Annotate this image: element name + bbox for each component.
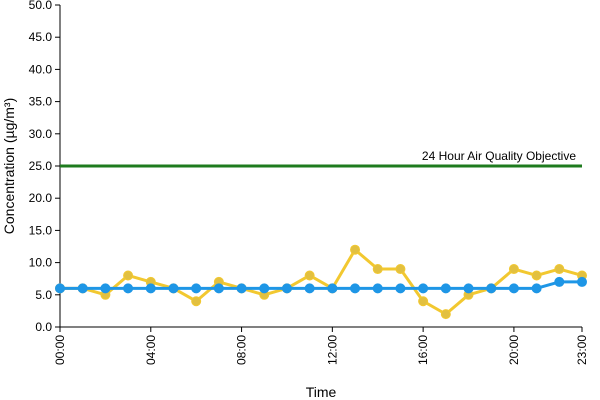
- series-2-point: [191, 283, 202, 294]
- x-tick-label: 20:00: [507, 335, 521, 365]
- x-axis-ticks: 00:00 04:00 08:00 12:00 16:00 20:00 23:00: [53, 327, 589, 365]
- series-2-point: [281, 283, 292, 294]
- series-2-point: [259, 283, 270, 294]
- series-1-point: [350, 244, 361, 255]
- series-1-point: [395, 264, 406, 275]
- series-2-point: [145, 283, 156, 294]
- series-2-point: [577, 276, 587, 287]
- reference-lines: 24 Hour Air Quality Objective: [60, 149, 582, 168]
- series-2-point: [55, 283, 65, 294]
- series-2-point: [440, 283, 451, 294]
- series-2-point: [168, 283, 179, 294]
- series-1-point: [440, 309, 451, 320]
- series-2-point: [554, 276, 565, 287]
- y-tick-label: 40.0: [29, 62, 53, 76]
- series-2-point: [77, 283, 88, 294]
- series-1-point: [304, 270, 315, 281]
- series-2: [55, 276, 587, 294]
- y-axis-ticks: 0.0 5.0 10.0 15.0 20.0 25.0 30.0 35.0 40.0 45.0 50…: [29, 0, 60, 334]
- y-tick-label: 0.0: [35, 320, 52, 334]
- series-layer: [55, 244, 587, 320]
- x-tick-label: 04:00: [144, 335, 158, 365]
- series-1-point: [531, 270, 542, 281]
- y-tick-label: 20.0: [29, 191, 53, 205]
- series-2-point: [418, 283, 429, 294]
- series-2-point: [327, 283, 338, 294]
- x-tick-label: 23:00: [575, 335, 589, 365]
- y-tick-label: 45.0: [29, 30, 53, 44]
- series-1-point: [191, 296, 202, 307]
- series-1-point: [508, 264, 519, 275]
- y-tick-label: 25.0: [29, 159, 53, 173]
- x-tick-label: 08:00: [235, 335, 249, 365]
- series-2-point: [236, 283, 247, 294]
- y-tick-label: 5.0: [35, 288, 52, 302]
- series-2-point: [372, 283, 383, 294]
- series-1-point: [123, 270, 134, 281]
- x-tick-label: 12:00: [325, 335, 339, 365]
- series-1-line: [60, 248, 583, 316]
- series-2-point: [486, 283, 497, 294]
- series-1: [55, 244, 587, 320]
- y-tick-label: 10.0: [29, 256, 53, 270]
- series-2-point: [123, 283, 134, 294]
- x-tick-label: 16:00: [416, 335, 430, 365]
- series-1-point: [418, 296, 429, 307]
- y-tick-label: 50.0: [29, 0, 53, 12]
- y-tick-label: 15.0: [29, 223, 53, 237]
- air-quality-objective-label: 24 Hour Air Quality Objective: [422, 149, 576, 163]
- series-1-point: [372, 264, 383, 275]
- series-2-point: [350, 283, 361, 294]
- series-1-point: [554, 264, 565, 275]
- series-2-point: [531, 283, 542, 294]
- y-tick-label: 30.0: [29, 127, 53, 141]
- y-axis-title: Concentration (µg/m³): [1, 98, 17, 234]
- series-2-point: [304, 283, 315, 294]
- series-2-point: [213, 283, 224, 294]
- y-tick-label: 35.0: [29, 95, 53, 109]
- x-axis-title: Time: [306, 384, 337, 400]
- series-2-point: [508, 283, 519, 294]
- series-2-point: [395, 283, 406, 294]
- x-tick-label: 00:00: [53, 335, 67, 365]
- series-2-point: [463, 283, 474, 294]
- series-2-point: [100, 283, 111, 294]
